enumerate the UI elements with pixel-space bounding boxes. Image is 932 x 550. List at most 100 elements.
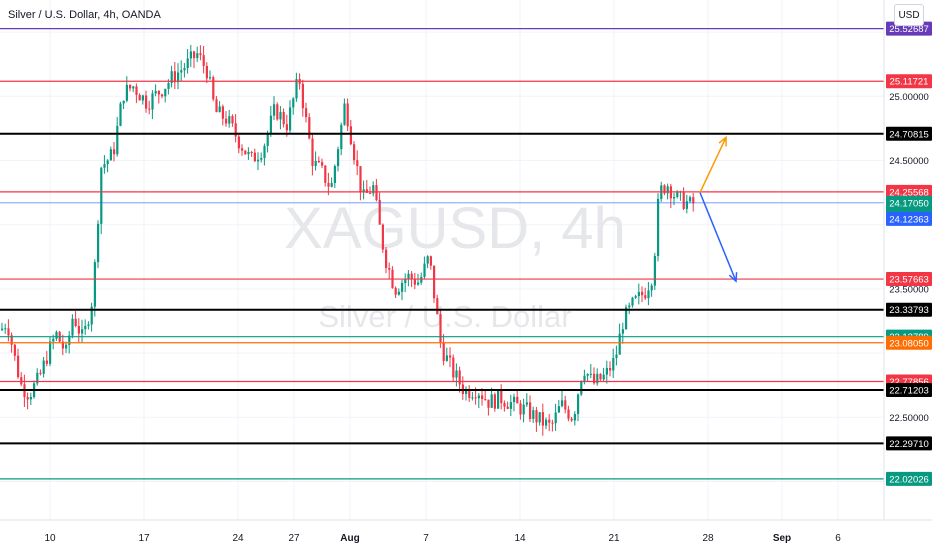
candle-body bbox=[42, 360, 45, 374]
candle-body bbox=[212, 77, 215, 100]
candle-body bbox=[109, 149, 112, 161]
candle-body bbox=[394, 287, 397, 295]
candle-body bbox=[372, 185, 375, 194]
candle-body bbox=[125, 84, 128, 101]
candle-body bbox=[525, 402, 528, 405]
candle-body bbox=[356, 160, 359, 167]
candle-body bbox=[327, 182, 330, 187]
candle-body bbox=[45, 360, 48, 364]
level-price-label-bg bbox=[886, 184, 932, 199]
candle-body bbox=[244, 150, 247, 155]
level-price-label: 25.52687 bbox=[889, 24, 929, 35]
candle-body bbox=[477, 395, 480, 399]
candle-body bbox=[573, 414, 576, 421]
candle-body bbox=[397, 291, 400, 295]
candle-body bbox=[413, 279, 416, 285]
symbol-title: Silver / U.S. Dollar, 4h, OANDA bbox=[8, 9, 161, 21]
candle-body bbox=[420, 276, 423, 283]
level-price-label-bg bbox=[886, 436, 932, 451]
candle-body bbox=[141, 95, 144, 101]
candle-body bbox=[49, 341, 52, 364]
candle-body bbox=[644, 295, 647, 299]
candle-body bbox=[247, 151, 250, 155]
candle-body bbox=[567, 409, 570, 419]
candle-body bbox=[362, 189, 365, 192]
candle-body bbox=[225, 118, 228, 124]
candle-body bbox=[349, 126, 352, 145]
candle-body bbox=[269, 115, 272, 134]
candle-body bbox=[276, 104, 279, 120]
candle-body bbox=[161, 94, 164, 97]
candle-body bbox=[52, 338, 55, 342]
candle-body bbox=[436, 298, 439, 315]
candle-body bbox=[605, 368, 608, 375]
candle-body bbox=[564, 400, 567, 410]
candle-body bbox=[557, 406, 560, 413]
candle-body bbox=[583, 375, 586, 381]
candle-body bbox=[532, 410, 535, 419]
candle-body bbox=[625, 307, 628, 330]
level-price-label-bg bbox=[886, 471, 932, 486]
candle-body bbox=[61, 341, 64, 349]
candle-body bbox=[237, 136, 240, 149]
candle-body bbox=[452, 357, 455, 378]
candle-body bbox=[429, 256, 432, 266]
level-price-label: 25.11721 bbox=[890, 77, 929, 88]
candle-body bbox=[676, 192, 679, 197]
candle-body bbox=[468, 389, 471, 399]
level-price-label: 22.29710 bbox=[889, 439, 929, 450]
candle-body bbox=[39, 372, 42, 374]
candle-body bbox=[500, 390, 503, 404]
level-price-label-bg bbox=[886, 74, 932, 89]
price-tick-label: 24.50000 bbox=[889, 156, 929, 167]
price-axis[interactable]: 25.00000 24.50000 23.50000 22.50000 25.52687… bbox=[883, 0, 932, 520]
candle-body bbox=[337, 149, 340, 167]
candle-body bbox=[417, 282, 420, 285]
level-price-label: 23.33793 bbox=[889, 305, 929, 316]
candle-body bbox=[596, 373, 599, 384]
candle-body bbox=[516, 396, 519, 404]
candle-body bbox=[381, 224, 384, 250]
candle-body bbox=[186, 58, 189, 69]
candle-body bbox=[68, 335, 71, 345]
annotation-arrows-layer bbox=[699, 135, 738, 283]
candle-body bbox=[484, 399, 487, 401]
candle-body bbox=[106, 160, 109, 165]
candle-body bbox=[135, 86, 138, 95]
annotation-arrow-shaft bbox=[699, 137, 727, 193]
candle-body bbox=[93, 262, 96, 307]
candle-body bbox=[90, 306, 93, 325]
candle-body bbox=[74, 318, 77, 326]
time-tick-label: 21 bbox=[608, 533, 620, 544]
candle-body bbox=[340, 124, 343, 150]
candle-body bbox=[586, 374, 589, 376]
candle-body bbox=[330, 182, 333, 187]
bid-price-label: 24.12363 bbox=[889, 214, 929, 225]
candle-body bbox=[221, 106, 224, 119]
candle-body bbox=[343, 103, 346, 125]
candle-body bbox=[554, 412, 557, 424]
candle-body bbox=[551, 422, 554, 424]
candle-body bbox=[218, 106, 221, 113]
time-tick-label: 14 bbox=[514, 533, 526, 544]
candle-body bbox=[593, 373, 596, 384]
candle-body bbox=[548, 419, 551, 423]
price-tick-label: 23.50000 bbox=[889, 284, 929, 295]
candle-body bbox=[317, 161, 320, 163]
candle-body bbox=[455, 370, 458, 378]
candle-body bbox=[439, 314, 442, 343]
watermark: XAGUSD, 4h Silver / U.S. Dollar bbox=[284, 196, 626, 334]
candle-body bbox=[673, 196, 676, 199]
annotation-arrow-head bbox=[728, 272, 738, 283]
candle-body bbox=[471, 397, 474, 399]
candle-body bbox=[509, 402, 512, 409]
currency-button[interactable]: USD bbox=[894, 4, 924, 26]
candle-body bbox=[20, 377, 23, 385]
level-price-label: 22.71203 bbox=[889, 386, 929, 397]
candle-body bbox=[113, 149, 116, 155]
candle-body bbox=[116, 125, 119, 155]
time-axis[interactable]: 10 17 24 27 Aug 7 14 21 28 Sep 6 bbox=[0, 519, 932, 550]
candle-body bbox=[13, 344, 16, 356]
candle-body bbox=[253, 152, 256, 162]
